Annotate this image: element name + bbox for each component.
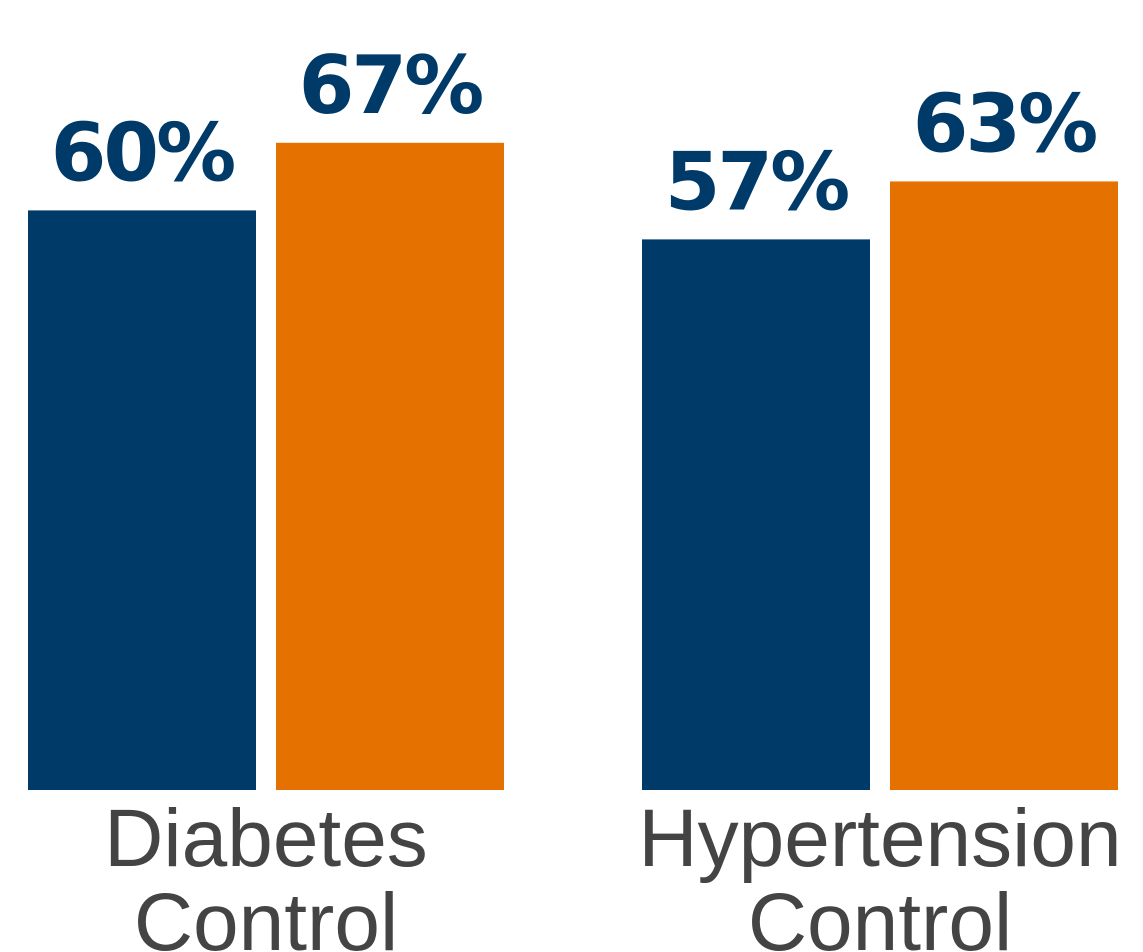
category-label-1-line-1: Diabetes bbox=[104, 793, 428, 884]
data-label-2-series-2: 63% bbox=[913, 77, 1096, 170]
category-label-2-line-1: Hypertension bbox=[638, 793, 1121, 884]
bar-1-series-1 bbox=[28, 210, 256, 790]
category-label-2-line-2: Control bbox=[748, 877, 1012, 952]
data-label-1-series-1: 60% bbox=[51, 106, 234, 199]
data-label-1-series-2: 67% bbox=[299, 39, 482, 132]
data-label-2-series-1: 57% bbox=[665, 135, 848, 228]
bar-2-series-2 bbox=[890, 181, 1118, 791]
category-label-1-line-2: Control bbox=[134, 877, 398, 952]
bar-1-series-2 bbox=[276, 142, 504, 790]
bar-2-series-1 bbox=[642, 239, 870, 790]
